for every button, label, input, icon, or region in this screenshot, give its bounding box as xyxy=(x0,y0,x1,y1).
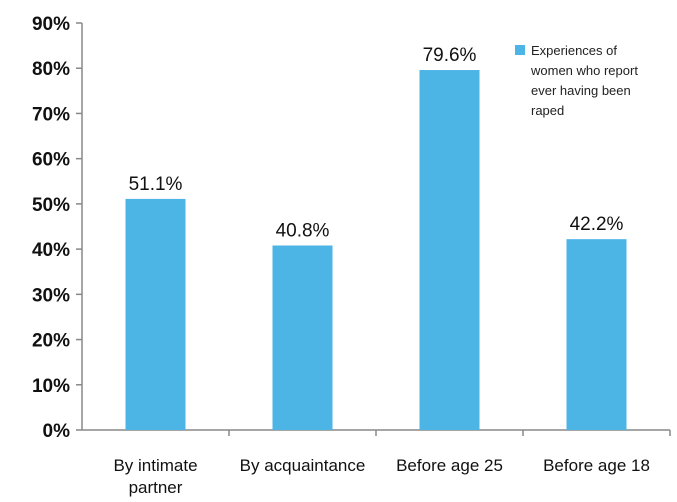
x-tick-label: By intimate xyxy=(113,456,197,475)
x-tick-label: Before age 18 xyxy=(543,456,650,475)
y-tick-label: 30% xyxy=(32,285,70,306)
y-tick-label: 50% xyxy=(32,195,70,216)
bars xyxy=(125,70,627,430)
bar xyxy=(272,245,333,430)
data-labels: 51.1% 40.8% 79.6% 42.2% xyxy=(129,45,624,241)
legend: Experiences of women who report ever havin… xyxy=(515,43,638,118)
bar xyxy=(566,239,627,430)
axes: 0% 10% 20% 30% 40% 50% 60% 70% 80% 90% By intimate… xyxy=(32,14,671,497)
data-label: 79.6% xyxy=(423,45,477,66)
y-tick-label: 60% xyxy=(32,150,70,171)
y-tick-label: 80% xyxy=(32,59,70,80)
y-tick-label: 10% xyxy=(32,376,70,397)
x-tick-label: partner xyxy=(129,478,183,497)
y-tick-label: 70% xyxy=(32,104,70,125)
legend-swatch xyxy=(515,45,525,55)
y-tick-label: 90% xyxy=(32,14,70,35)
legend-label: Experiences of xyxy=(531,43,617,58)
legend-label: raped xyxy=(531,103,564,118)
legend-label: ever having been xyxy=(531,83,631,98)
x-tick-label: By acquaintance xyxy=(240,456,366,475)
bar xyxy=(419,70,480,430)
x-tick-label: Before age 25 xyxy=(396,456,503,475)
y-tick-label: 20% xyxy=(32,331,70,352)
legend-label: women who report xyxy=(530,63,638,78)
data-label: 40.8% xyxy=(276,220,330,241)
data-label: 42.2% xyxy=(570,214,624,235)
bar xyxy=(125,198,186,430)
data-label: 51.1% xyxy=(129,174,183,195)
y-tick-label: 40% xyxy=(32,240,70,261)
y-tick-label: 0% xyxy=(43,421,71,442)
